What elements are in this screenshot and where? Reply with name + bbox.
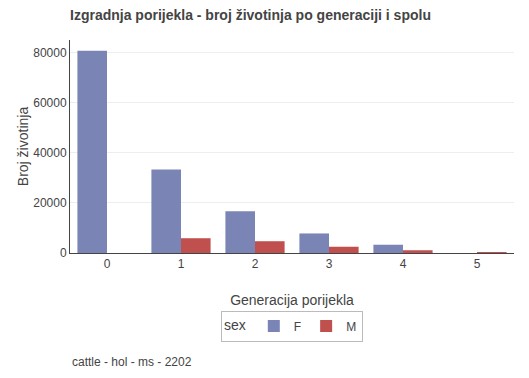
- svg-text:Generacija porijekla: Generacija porijekla: [230, 292, 354, 308]
- svg-text:5: 5: [474, 257, 481, 271]
- svg-text:60000: 60000: [33, 96, 67, 110]
- svg-text:F: F: [294, 320, 301, 334]
- svg-text:sex: sex: [224, 317, 246, 333]
- svg-text:M: M: [346, 320, 356, 334]
- svg-text:0: 0: [104, 257, 111, 271]
- svg-text:Broj životinja: Broj životinja: [15, 107, 31, 187]
- svg-text:0: 0: [60, 246, 67, 260]
- svg-text:1: 1: [178, 257, 185, 271]
- svg-text:3: 3: [326, 257, 333, 271]
- svg-text:80000: 80000: [33, 46, 67, 60]
- svg-text:4: 4: [400, 257, 407, 271]
- svg-text:20000: 20000: [33, 196, 67, 210]
- svg-text:cattle - hol - ms - 2202: cattle - hol - ms - 2202: [72, 355, 192, 369]
- svg-text:40000: 40000: [33, 146, 67, 160]
- svg-text:Izgradnja porijekla - broj živ: Izgradnja porijekla - broj životinja po …: [70, 7, 431, 23]
- svg-text:2: 2: [252, 257, 259, 271]
